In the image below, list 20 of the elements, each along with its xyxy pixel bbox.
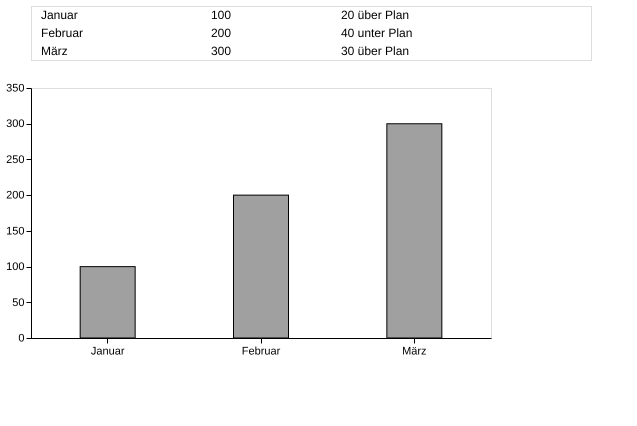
text: 30 über Plan bbox=[341, 44, 410, 58]
y-tick-label: 250 bbox=[6, 154, 24, 166]
text: 20 über Plan bbox=[341, 8, 410, 22]
y-tick-label: 200 bbox=[6, 190, 24, 202]
y-tick-label: 0 bbox=[18, 332, 24, 344]
y-tick-label: 50 bbox=[12, 296, 24, 309]
text: Februar bbox=[41, 26, 84, 40]
y-tick-label: 100 bbox=[6, 261, 24, 274]
text: 40 unter Plan bbox=[341, 26, 412, 40]
text: März bbox=[41, 44, 68, 58]
text: Januar bbox=[41, 8, 78, 22]
x-tick-label: Februar bbox=[242, 346, 281, 358]
y-tick-label: 350 bbox=[6, 82, 24, 94]
text: 200 bbox=[210, 26, 232, 40]
y-tick-label: 150 bbox=[6, 225, 24, 238]
text: 300 bbox=[210, 44, 232, 58]
x-tick-label: Januar bbox=[90, 346, 125, 358]
x-tick-label: März bbox=[402, 346, 427, 358]
y-tick-label: 300 bbox=[6, 118, 24, 130]
text: 100 bbox=[210, 8, 232, 22]
